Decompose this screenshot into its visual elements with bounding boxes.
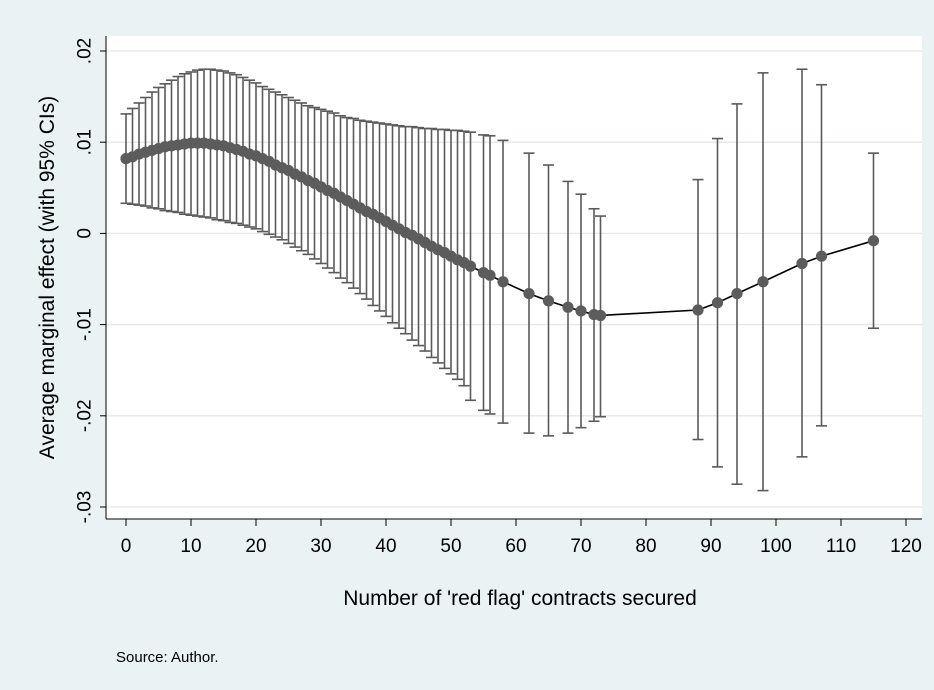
data-point <box>594 309 607 322</box>
x-tick-label: 40 <box>375 536 396 557</box>
y-tick-label: -.03 <box>75 491 96 524</box>
x-tick-label: 100 <box>760 536 792 557</box>
markers <box>120 137 880 322</box>
data-point <box>464 260 477 272</box>
x-tick-label: 0 <box>121 536 132 557</box>
tick-labels: .02 .01 0 -.01 -.02 -.03 0 10 20 30 40 50 60 70 80 90 10… <box>75 38 922 557</box>
data-point <box>757 276 769 288</box>
x-tick-label: 110 <box>826 536 856 557</box>
data-point <box>575 305 587 317</box>
plot-area <box>106 36 922 519</box>
data-point <box>542 295 555 307</box>
x-tick-label: 20 <box>245 536 266 557</box>
x-axis-title: Number of 'red flag' contracts secured <box>343 587 697 610</box>
x-tick-label: 90 <box>700 536 721 557</box>
x-tick-label: 80 <box>635 536 656 557</box>
y-tick-label: -.01 <box>75 308 96 341</box>
x-tick-label: 30 <box>310 536 331 557</box>
y-tick-label: .01 <box>75 129 96 155</box>
axes <box>100 36 922 526</box>
y-axis-title: Average marginal effect (with 95% CIs) <box>36 96 59 459</box>
data-point <box>484 269 496 281</box>
data-point <box>796 257 808 270</box>
data-point <box>562 301 574 313</box>
data-point <box>867 235 880 247</box>
x-tick-label: 70 <box>570 536 591 557</box>
y-tick-label: 0 <box>75 228 96 239</box>
x-tick-label: 120 <box>890 536 922 557</box>
x-tick-label: 60 <box>505 536 526 557</box>
data-point <box>497 276 509 288</box>
gridlines <box>106 50 922 508</box>
data-point <box>731 287 743 300</box>
data-point <box>815 250 828 262</box>
data-point <box>523 287 535 300</box>
x-tick-label: 10 <box>180 536 201 557</box>
data-point <box>692 304 704 316</box>
data-point <box>711 297 724 309</box>
y-tick-label: -.02 <box>75 399 96 432</box>
y-tick-label: .02 <box>75 38 96 64</box>
x-tick-label: 50 <box>440 536 461 557</box>
source-note: Source: Author. <box>116 649 219 666</box>
